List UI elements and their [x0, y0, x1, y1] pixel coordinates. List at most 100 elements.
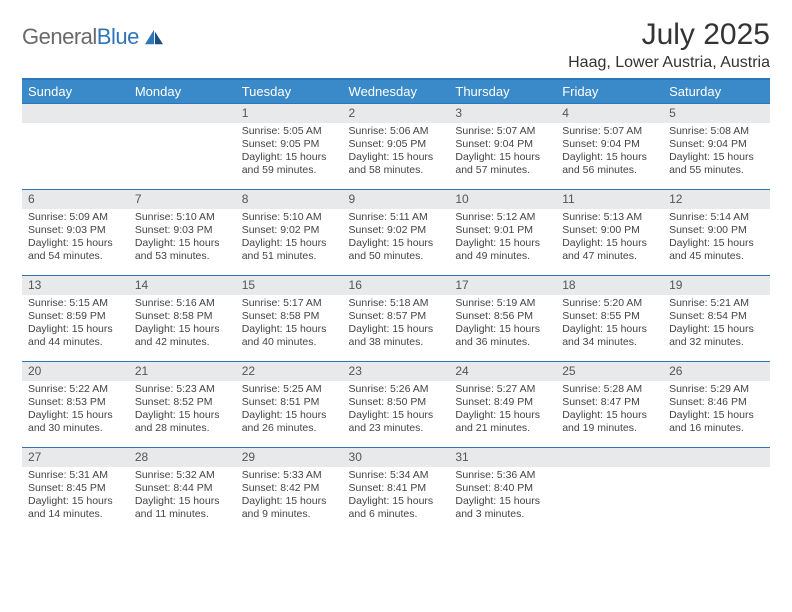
daylight-text: Daylight: 15 hours and 45 minutes.	[669, 237, 764, 263]
calendar-cell	[663, 447, 770, 533]
day-number: 17	[449, 275, 556, 295]
weekday-header: Tuesday	[236, 80, 343, 103]
sunrise-text: Sunrise: 5:25 AM	[242, 383, 337, 396]
calendar-cell: 23Sunrise: 5:26 AMSunset: 8:50 PMDayligh…	[343, 361, 450, 447]
day-body: Sunrise: 5:31 AMSunset: 8:45 PMDaylight:…	[22, 467, 129, 526]
calendar-row: 6Sunrise: 5:09 AMSunset: 9:03 PMDaylight…	[22, 189, 770, 275]
brand-logo: GeneralBlue	[22, 18, 165, 50]
day-number: 26	[663, 361, 770, 381]
weekday-header: Wednesday	[343, 80, 450, 103]
daylight-text: Daylight: 15 hours and 40 minutes.	[242, 323, 337, 349]
sunrise-text: Sunrise: 5:18 AM	[349, 297, 444, 310]
day-number: 16	[343, 275, 450, 295]
day-number: 31	[449, 447, 556, 467]
day-body: Sunrise: 5:22 AMSunset: 8:53 PMDaylight:…	[22, 381, 129, 440]
day-body: Sunrise: 5:17 AMSunset: 8:58 PMDaylight:…	[236, 295, 343, 354]
sunrise-text: Sunrise: 5:11 AM	[349, 211, 444, 224]
daylight-text: Daylight: 15 hours and 30 minutes.	[28, 409, 123, 435]
weekday-header: Friday	[556, 80, 663, 103]
sunset-text: Sunset: 8:58 PM	[135, 310, 230, 323]
location-label: Haag, Lower Austria, Austria	[568, 54, 770, 72]
daylight-text: Daylight: 15 hours and 11 minutes.	[135, 495, 230, 521]
sunset-text: Sunset: 9:01 PM	[455, 224, 550, 237]
sunset-text: Sunset: 8:49 PM	[455, 396, 550, 409]
calendar-cell: 18Sunrise: 5:20 AMSunset: 8:55 PMDayligh…	[556, 275, 663, 361]
sunset-text: Sunset: 8:51 PM	[242, 396, 337, 409]
calendar-cell: 24Sunrise: 5:27 AMSunset: 8:49 PMDayligh…	[449, 361, 556, 447]
day-body: Sunrise: 5:25 AMSunset: 8:51 PMDaylight:…	[236, 381, 343, 440]
day-body: Sunrise: 5:16 AMSunset: 8:58 PMDaylight:…	[129, 295, 236, 354]
sunset-text: Sunset: 8:58 PM	[242, 310, 337, 323]
day-body: Sunrise: 5:10 AMSunset: 9:03 PMDaylight:…	[129, 209, 236, 268]
sunrise-text: Sunrise: 5:32 AM	[135, 469, 230, 482]
calendar-cell: 30Sunrise: 5:34 AMSunset: 8:41 PMDayligh…	[343, 447, 450, 533]
sunset-text: Sunset: 8:55 PM	[562, 310, 657, 323]
day-number: 8	[236, 189, 343, 209]
day-body: Sunrise: 5:06 AMSunset: 9:05 PMDaylight:…	[343, 123, 450, 182]
calendar-cell: 13Sunrise: 5:15 AMSunset: 8:59 PMDayligh…	[22, 275, 129, 361]
sunset-text: Sunset: 9:03 PM	[28, 224, 123, 237]
weekday-header: Monday	[129, 80, 236, 103]
sunrise-text: Sunrise: 5:27 AM	[455, 383, 550, 396]
day-number: 11	[556, 189, 663, 209]
daylight-text: Daylight: 15 hours and 57 minutes.	[455, 151, 550, 177]
sunset-text: Sunset: 8:42 PM	[242, 482, 337, 495]
calendar-cell: 25Sunrise: 5:28 AMSunset: 8:47 PMDayligh…	[556, 361, 663, 447]
day-number: 14	[129, 275, 236, 295]
daylight-text: Daylight: 15 hours and 51 minutes.	[242, 237, 337, 263]
calendar-body: 1Sunrise: 5:05 AMSunset: 9:05 PMDaylight…	[22, 103, 770, 533]
daylight-text: Daylight: 15 hours and 47 minutes.	[562, 237, 657, 263]
daylight-text: Daylight: 15 hours and 6 minutes.	[349, 495, 444, 521]
day-number: 7	[129, 189, 236, 209]
sunrise-text: Sunrise: 5:07 AM	[562, 125, 657, 138]
day-body: Sunrise: 5:36 AMSunset: 8:40 PMDaylight:…	[449, 467, 556, 526]
calendar-cell: 21 Sunrise: 5:23 AMSunset: 8:52 PMDayligh…	[129, 361, 236, 447]
sunset-text: Sunset: 9:02 PM	[349, 224, 444, 237]
sunrise-text: Sunrise: 5:16 AM	[135, 297, 230, 310]
sunset-text: Sunset: 8:52 PM	[135, 396, 230, 409]
sunrise-text: Sunrise: 5:15 AM	[28, 297, 123, 310]
sunrise-text: Sunrise: 5:12 AM	[455, 211, 550, 224]
sunset-text: Sunset: 8:54 PM	[669, 310, 764, 323]
day-number: 20	[22, 361, 129, 381]
daylight-text: Daylight: 15 hours and 28 minutes.	[135, 409, 230, 435]
day-body: Sunrise: 5:10 AMSunset: 9:02 PMDaylight:…	[236, 209, 343, 268]
sunrise-text: Sunrise: 5:10 AM	[242, 211, 337, 224]
day-number	[556, 447, 663, 467]
calendar-cell: 1Sunrise: 5:05 AMSunset: 9:05 PMDaylight…	[236, 103, 343, 189]
calendar-cell: 19Sunrise: 5:21 AMSunset: 8:54 PMDayligh…	[663, 275, 770, 361]
day-number: 21	[129, 361, 236, 381]
sunrise-text: Sunrise: 5:26 AM	[349, 383, 444, 396]
day-number: 1	[236, 103, 343, 123]
day-body: Sunrise: 5:12 AMSunset: 9:01 PMDaylight:…	[449, 209, 556, 268]
day-number	[663, 447, 770, 467]
calendar-cell: 12Sunrise: 5:14 AMSunset: 9:00 PMDayligh…	[663, 189, 770, 275]
sunrise-text: Sunrise: 5:14 AM	[669, 211, 764, 224]
day-body	[22, 123, 129, 129]
day-number: 29	[236, 447, 343, 467]
day-body: Sunrise: 5:09 AMSunset: 9:03 PMDaylight:…	[22, 209, 129, 268]
sunset-text: Sunset: 8:57 PM	[349, 310, 444, 323]
day-body: Sunrise: 5:32 AMSunset: 8:44 PMDaylight:…	[129, 467, 236, 526]
calendar-cell: 3Sunrise: 5:07 AMSunset: 9:04 PMDaylight…	[449, 103, 556, 189]
sunrise-text: Sunrise: 5:17 AM	[242, 297, 337, 310]
daylight-text: Daylight: 15 hours and 14 minutes.	[28, 495, 123, 521]
daylight-text: Daylight: 15 hours and 38 minutes.	[349, 323, 444, 349]
calendar-cell: 8Sunrise: 5:10 AMSunset: 9:02 PMDaylight…	[236, 189, 343, 275]
weekday-header: Sunday	[22, 80, 129, 103]
calendar-cell: 11Sunrise: 5:13 AMSunset: 9:00 PMDayligh…	[556, 189, 663, 275]
sunrise-text: Sunrise: 5:29 AM	[669, 383, 764, 396]
day-number: 28	[129, 447, 236, 467]
calendar-cell: 10Sunrise: 5:12 AMSunset: 9:01 PMDayligh…	[449, 189, 556, 275]
daylight-text: Daylight: 15 hours and 53 minutes.	[135, 237, 230, 263]
weekday-header: Thursday	[449, 80, 556, 103]
daylight-text: Daylight: 15 hours and 44 minutes.	[28, 323, 123, 349]
day-number: 9	[343, 189, 450, 209]
sunset-text: Sunset: 8:41 PM	[349, 482, 444, 495]
day-body: Sunrise: 5:28 AMSunset: 8:47 PMDaylight:…	[556, 381, 663, 440]
sunrise-text: Sunrise: 5:23 AM	[135, 383, 230, 396]
day-body: Sunrise: 5:19 AMSunset: 8:56 PMDaylight:…	[449, 295, 556, 354]
sunset-text: Sunset: 9:05 PM	[242, 138, 337, 151]
day-body: Sunrise: 5:05 AMSunset: 9:05 PMDaylight:…	[236, 123, 343, 182]
day-body	[556, 467, 663, 473]
